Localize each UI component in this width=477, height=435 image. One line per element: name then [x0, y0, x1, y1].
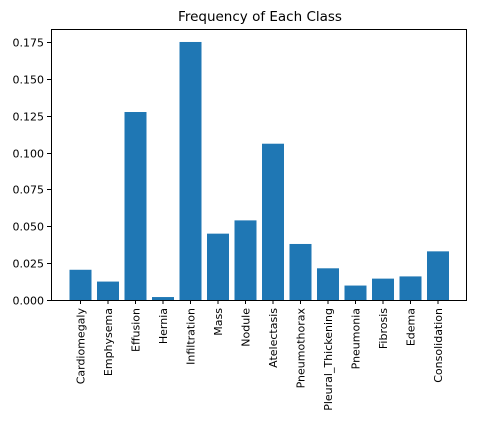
x-tick-label: Atelectasis [267, 308, 280, 368]
y-tick-label: 0.175 [13, 37, 45, 50]
x-tick-label: Nodule [240, 308, 253, 347]
x-tick-label: Fibrosis [377, 308, 390, 349]
bar-pneumothorax [289, 243, 312, 300]
bar-consolidation [427, 251, 449, 300]
y-tick-label: 0.075 [13, 184, 45, 197]
x-tick-label: Emphysema [102, 308, 115, 376]
x-axis: Cardiomegaly Emphysema Effusion Hernia Infil… [75, 300, 445, 411]
y-tick-label: 0.100 [13, 148, 45, 161]
x-tick-label: Pneumonia [350, 308, 363, 369]
bar-nodule [234, 220, 257, 300]
bars-group [69, 41, 449, 300]
x-tick-label: Consolidation [432, 308, 445, 383]
plot-frame [51, 29, 467, 301]
chart-title: Frequency of Each Class [178, 9, 342, 25]
x-tick-label: Effusion [130, 308, 143, 352]
x-tick-label: Pleural_Thickening [322, 308, 335, 411]
bar-edema [399, 276, 422, 300]
y-tick-label: 0.050 [13, 221, 45, 234]
x-tick-label: Pneumothorax [295, 308, 308, 389]
bar-effusion [124, 112, 147, 300]
bar-fibrosis [372, 278, 394, 300]
bar-atelectasis [262, 143, 284, 300]
y-tick-label: 0.025 [13, 258, 45, 271]
bar-pneumonia [344, 285, 367, 300]
bar-hernia [152, 297, 174, 300]
x-tick-label: Edema [405, 308, 418, 346]
x-tick-label: Hernia [157, 308, 170, 344]
y-axis: 0.000 0.025 0.050 0.075 0.100 0.125 0.150 0.175 [13, 37, 51, 308]
bar-pleural-thickening [317, 268, 339, 300]
bar-mass [207, 233, 229, 300]
x-tick-label: Mass [212, 308, 225, 336]
x-tick-label: Cardiomegaly [75, 308, 88, 385]
y-tick-label: 0.125 [13, 111, 45, 124]
bar-emphysema [97, 281, 119, 300]
bar-infiltration [179, 41, 202, 300]
x-tick-label: Infiltration [185, 308, 198, 365]
y-tick-label: 0.150 [13, 74, 45, 87]
y-tick-label: 0.000 [13, 295, 45, 308]
bar-cardiomegaly [69, 269, 92, 300]
